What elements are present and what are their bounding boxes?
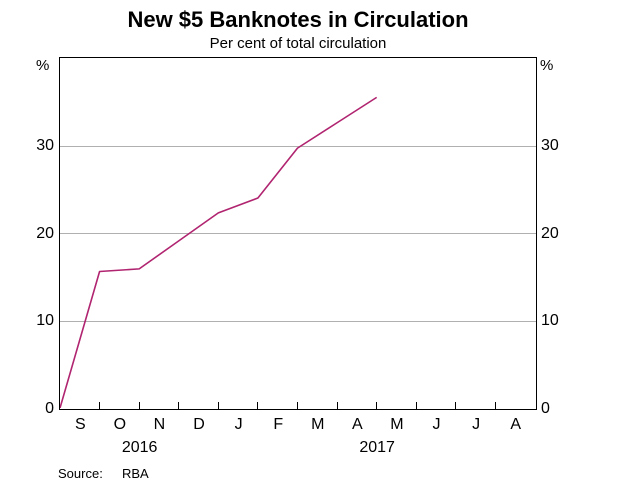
x-axis-month-label: M bbox=[311, 416, 325, 433]
x-axis-month-label: N bbox=[153, 416, 166, 433]
percent-symbol-right: % bbox=[540, 57, 554, 74]
grid-line-30 bbox=[60, 145, 536, 147]
x-axis-tick bbox=[297, 402, 298, 409]
y-axis-label-left-30: 30 bbox=[36, 137, 54, 154]
x-axis-month-label: O bbox=[113, 416, 127, 433]
x-axis-month-label: S bbox=[74, 416, 86, 433]
x-axis-tick bbox=[455, 402, 457, 409]
line-series-svg bbox=[60, 96, 378, 408]
source-value: RBA bbox=[122, 466, 149, 481]
x-axis-month-label: F bbox=[273, 416, 284, 433]
x-axis-month-label: J bbox=[432, 416, 441, 433]
grid-line-20 bbox=[60, 233, 536, 234]
data-line bbox=[60, 96, 378, 408]
x-axis-year-label-2017: 2017 bbox=[359, 439, 395, 456]
y-axis-label-right-30: 30 bbox=[541, 137, 559, 154]
grid-line-10 bbox=[60, 320, 536, 322]
x-axis-tick bbox=[99, 402, 101, 409]
x-axis-tick bbox=[415, 402, 417, 409]
x-axis-tick bbox=[494, 402, 496, 409]
x-axis-tick bbox=[257, 402, 259, 409]
plot-area bbox=[59, 57, 537, 410]
chart-title: New $5 Banknotes in Circulation bbox=[127, 7, 469, 32]
percent-symbol-left: % bbox=[36, 57, 50, 74]
y-axis-label-left-10: 10 bbox=[36, 312, 54, 329]
chart-subtitle: Per cent of total circulation bbox=[209, 35, 387, 52]
x-axis-month-label: M bbox=[390, 416, 404, 433]
x-axis-tick bbox=[217, 402, 219, 409]
y-axis-label-right-0: 0 bbox=[541, 399, 550, 417]
x-axis-month-label: A bbox=[352, 416, 363, 433]
source-label: Source: bbox=[58, 466, 103, 481]
y-axis-label-left-20: 20 bbox=[36, 224, 54, 242]
x-axis-tick bbox=[336, 402, 338, 409]
x-axis-tick bbox=[376, 402, 378, 409]
y-axis-label-left-0: 0 bbox=[45, 399, 54, 417]
y-axis-label-right-20: 20 bbox=[541, 224, 559, 242]
x-axis-tick bbox=[138, 402, 140, 409]
x-axis-month-label: D bbox=[193, 416, 205, 433]
x-axis-tick bbox=[178, 402, 180, 409]
x-axis-month-label: J bbox=[234, 416, 243, 433]
y-axis-label-right-10: 10 bbox=[541, 312, 559, 329]
x-axis-month-label: J bbox=[472, 416, 481, 433]
x-axis-month-label: A bbox=[510, 416, 522, 433]
x-axis-year-label-2016: 2016 bbox=[121, 439, 158, 456]
